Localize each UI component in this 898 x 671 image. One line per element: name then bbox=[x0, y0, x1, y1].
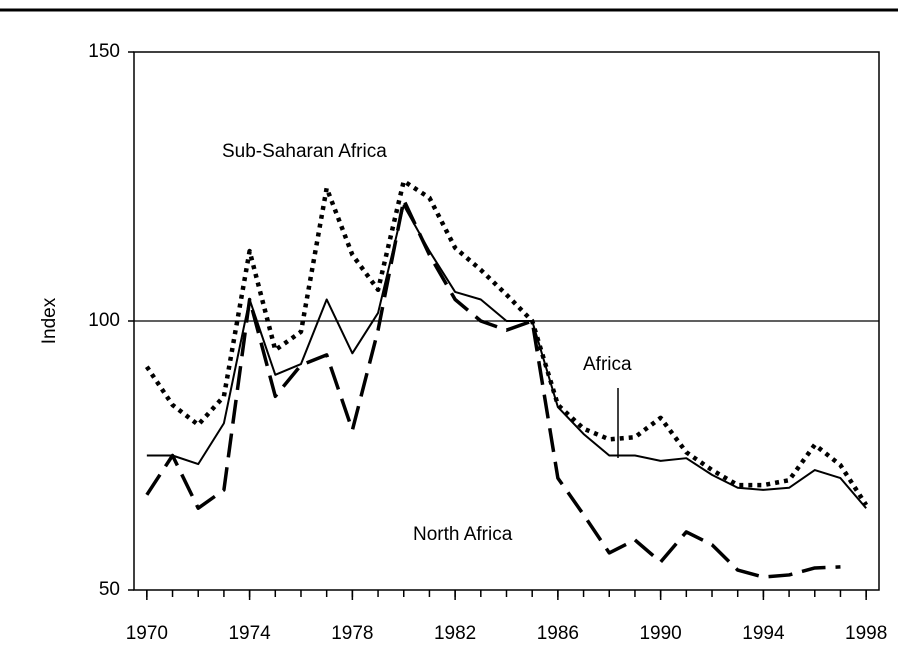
x-tick-label: 1994 bbox=[742, 623, 785, 644]
series-label: Africa bbox=[583, 354, 632, 375]
x-tick-label: 1990 bbox=[639, 623, 681, 644]
y-tick-label: 50 bbox=[99, 579, 120, 600]
series-line bbox=[145, 198, 841, 579]
x-tick-label: 1974 bbox=[228, 623, 271, 644]
y-axis-label: Index bbox=[39, 297, 60, 344]
series-label: North Africa bbox=[413, 524, 513, 545]
x-tick-label: 1982 bbox=[434, 623, 476, 644]
series-line bbox=[144, 178, 869, 507]
series-line bbox=[146, 204, 867, 509]
series-label: Sub-Saharan Africa bbox=[222, 141, 387, 162]
x-tick-label: 1978 bbox=[331, 623, 373, 644]
y-tick-label: 100 bbox=[88, 310, 120, 331]
x-tick-label: 1970 bbox=[126, 623, 168, 644]
x-tick-label: 1998 bbox=[845, 623, 887, 644]
x-tick-label: 1986 bbox=[537, 623, 579, 644]
y-tick-label: 150 bbox=[88, 41, 120, 62]
